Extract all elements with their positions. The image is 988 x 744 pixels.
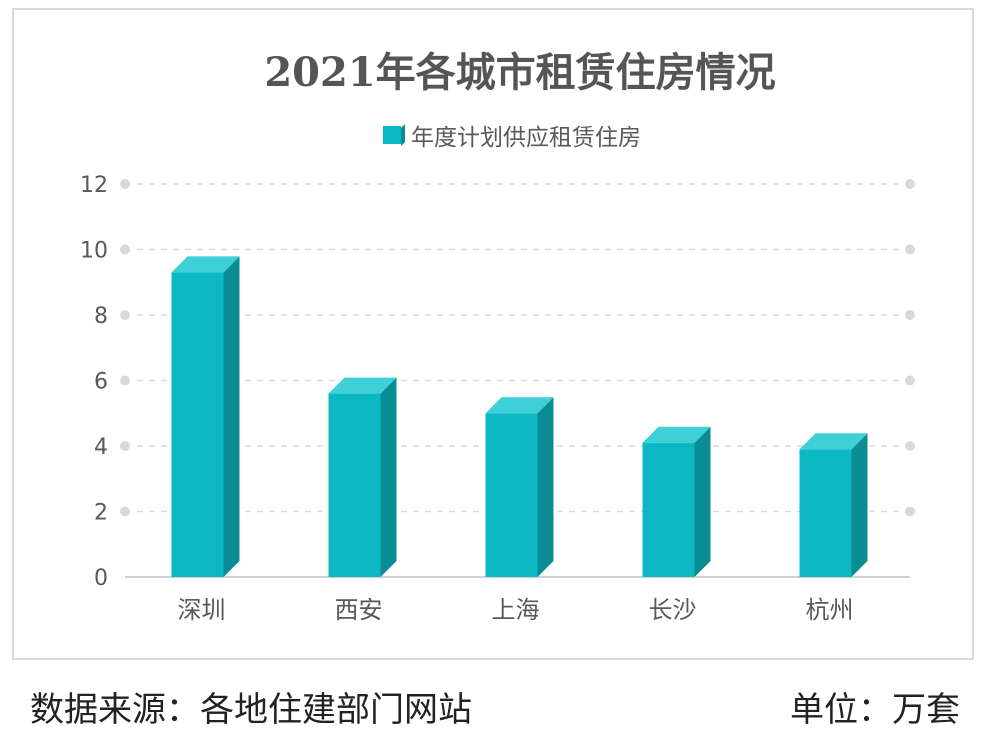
gridline-dot: [120, 376, 130, 386]
data-source-note: 数据来源：各地住建部门网站: [30, 682, 472, 731]
bar: [172, 272, 224, 577]
x-tick-label: 深圳: [178, 596, 226, 624]
y-tick-label: 4: [94, 435, 108, 460]
x-tick-label: 西安: [335, 596, 383, 624]
gridline-dot: [120, 245, 130, 255]
bar-side: [695, 427, 711, 577]
gridline-dot: [905, 179, 915, 189]
gridline-dot: [120, 310, 130, 320]
gridline-dot: [120, 507, 130, 517]
bar: [800, 449, 852, 577]
bar: [486, 413, 538, 577]
x-tick-label: 杭州: [806, 596, 854, 624]
bar: [643, 443, 695, 577]
y-tick-label: 8: [94, 304, 108, 329]
gridline-dot: [905, 245, 915, 255]
gridline-dot: [120, 179, 130, 189]
bar-side: [852, 433, 868, 577]
gridline-dot: [120, 441, 130, 451]
gridline-dot: [905, 310, 915, 320]
x-tick-label: 长沙: [649, 596, 697, 624]
gridline-dot: [905, 507, 915, 517]
bar: [329, 394, 381, 577]
bar-side: [224, 256, 240, 577]
bar-side: [538, 397, 554, 577]
y-tick-label: 2: [94, 501, 108, 526]
gridline-dot: [905, 376, 915, 386]
y-tick-label: 10: [80, 239, 108, 264]
unit-note: 单位：万套: [790, 682, 960, 731]
bar-side: [381, 378, 397, 577]
gridline-dot: [905, 441, 915, 451]
y-tick-label: 12: [80, 173, 108, 198]
y-tick-label: 0: [94, 566, 108, 591]
y-tick-label: 6: [94, 370, 108, 395]
x-tick-label: 上海: [492, 596, 540, 624]
